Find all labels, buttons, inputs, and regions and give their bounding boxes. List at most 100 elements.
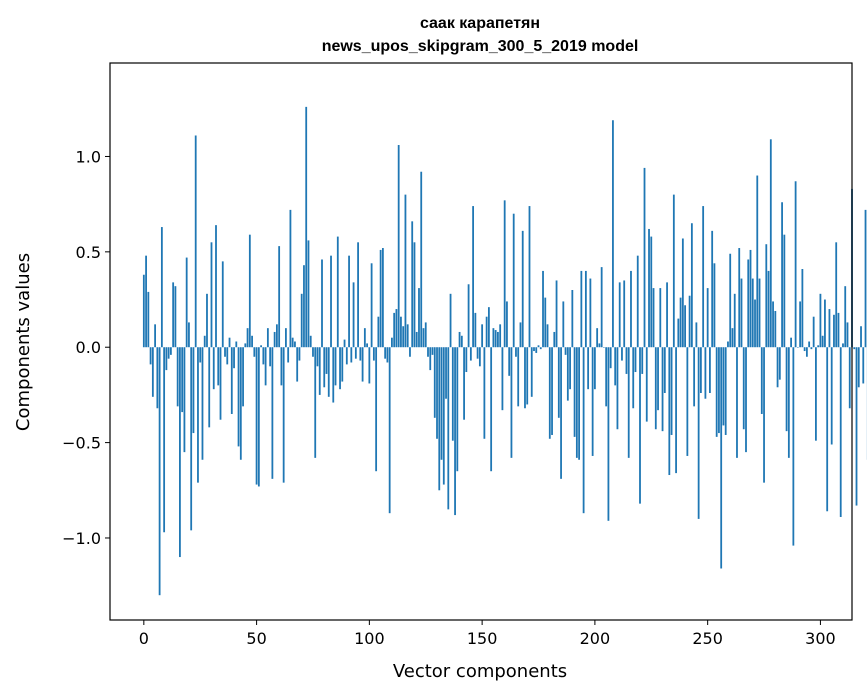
bar-component-255 [718, 347, 720, 434]
bar-component-89 [343, 339, 346, 348]
bar-component-197 [587, 347, 590, 390]
bar-component-304 [828, 309, 831, 348]
bar-component-253 [713, 263, 716, 348]
bar-component-54 [264, 347, 267, 386]
bar-component-192 [575, 347, 578, 458]
bar-component-13 [172, 282, 175, 348]
bar-component-63 [285, 328, 287, 348]
bar-component-166 [517, 347, 520, 407]
bar-component-85 [334, 347, 337, 386]
bar-component-256 [720, 347, 723, 569]
bar-component-252 [711, 230, 714, 348]
bar-component-137 [451, 347, 454, 441]
bar-component-102 [372, 347, 375, 361]
bar-component-141 [460, 335, 463, 348]
bar-component-160 [503, 200, 506, 348]
bar-component-120 [413, 242, 416, 348]
bar-component-27 [203, 335, 206, 348]
bar-component-14 [174, 286, 177, 348]
bar-component-138 [454, 347, 456, 516]
bar-component-158 [499, 324, 502, 348]
bar-component-99 [366, 343, 368, 348]
bar-component-171 [528, 206, 531, 348]
bar-component-236 [675, 347, 677, 474]
bar-component-20 [188, 322, 190, 348]
bar-component-21 [190, 347, 193, 531]
bar-component-232 [666, 282, 668, 348]
bar-component-106 [381, 248, 384, 348]
bar-component-277 [767, 270, 770, 348]
x-tick-label-150: 150 [467, 629, 498, 648]
bar-component-26 [201, 347, 204, 460]
bar-component-230 [661, 347, 664, 432]
bar-component-112 [395, 309, 398, 348]
bar-component-113 [397, 145, 400, 348]
bar-component-140 [458, 331, 461, 348]
bar-component-214 [625, 347, 628, 374]
bar-component-293 [803, 347, 806, 352]
bar-component-133 [442, 347, 445, 485]
bar-component-146 [472, 206, 474, 348]
bar-component-204 [603, 347, 605, 348]
bar-component-270 [751, 278, 754, 348]
bar-component-111 [393, 312, 396, 348]
bar-component-58 [273, 331, 276, 348]
bar-component-278 [769, 139, 772, 348]
bar-component-250 [706, 288, 709, 348]
bar-component-298 [815, 347, 817, 441]
bar-component-1 [145, 255, 147, 348]
bar-component-206 [607, 347, 610, 521]
bar-component-72 [305, 106, 308, 348]
bar-component-41 [235, 341, 238, 348]
y-tick-label-3: 0.5 [76, 243, 101, 262]
bar-component-228 [657, 347, 659, 411]
bar-component-164 [512, 213, 515, 348]
bar-component-233 [668, 347, 671, 476]
bar-component-308 [837, 312, 840, 348]
bar-component-152 [485, 316, 488, 348]
bar-component-254 [715, 347, 718, 437]
bar-component-134 [445, 347, 447, 399]
bar-component-10 [165, 347, 168, 371]
bar-component-6 [156, 347, 159, 409]
bar-component-285 [785, 347, 788, 432]
bar-component-98 [363, 328, 366, 348]
bar-component-61 [280, 347, 283, 386]
bar-component-36 [224, 347, 226, 357]
bar-component-313 [848, 347, 851, 409]
bar-component-2 [147, 291, 150, 348]
bar-component-123 [420, 171, 423, 348]
bar-component-261 [731, 328, 734, 348]
bar-component-219 [636, 255, 639, 348]
bar-component-312 [846, 322, 849, 348]
bar-component-247 [699, 347, 702, 393]
bar-component-315 [853, 347, 856, 350]
bar-component-183 [555, 280, 558, 348]
bar-component-65 [289, 209, 292, 348]
bar-component-135 [447, 347, 450, 510]
bar-component-34 [219, 347, 222, 420]
x-axis-ticks: 0 50 100 150 200 250 300 [139, 620, 836, 648]
bar-component-68 [296, 347, 299, 382]
bar-component-60 [278, 246, 281, 348]
bar-component-136 [449, 293, 452, 348]
bar-component-91 [348, 255, 350, 348]
bar-component-187 [564, 347, 567, 355]
bar-component-156 [494, 330, 497, 348]
bar-component-19 [185, 257, 188, 348]
bar-component-244 [693, 347, 696, 407]
bar-component-203 [600, 267, 603, 348]
bar-component-109 [388, 347, 391, 514]
bar-component-205 [605, 347, 608, 407]
bar-component-103 [375, 347, 378, 472]
bar-component-105 [379, 249, 382, 348]
bar-component-121 [415, 331, 418, 348]
bar-component-70 [300, 293, 303, 348]
bar-component-50 [255, 347, 258, 485]
bar-component-240 [684, 305, 686, 348]
bar-component-16 [179, 347, 181, 558]
bar-component-79 [321, 259, 323, 348]
bar-component-131 [438, 347, 441, 491]
bar-component-78 [318, 347, 321, 395]
